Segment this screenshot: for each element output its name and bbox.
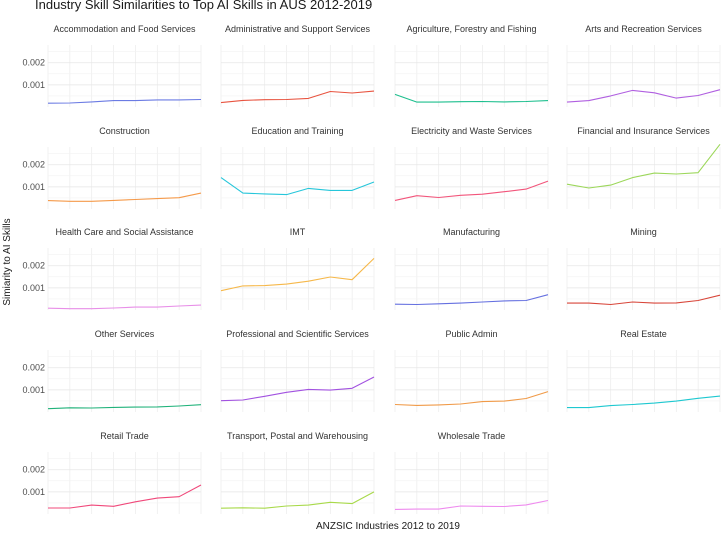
facet-title: Retail Trade bbox=[100, 431, 149, 441]
x-axis-label: ANZSIC Industries 2012 to 2019 bbox=[316, 521, 460, 532]
series-line bbox=[566, 143, 721, 189]
facet-panel: IMT bbox=[220, 227, 375, 310]
series-line bbox=[394, 499, 549, 510]
facet-title: Professional and Scientific Services bbox=[226, 329, 369, 339]
facet-panel: Real Estate bbox=[566, 329, 721, 412]
facet-panel: Education and Training bbox=[220, 126, 375, 209]
facet-panel: Wholesale Trade bbox=[394, 431, 549, 514]
facet-title: Electricity and Waste Services bbox=[411, 126, 532, 136]
y-tick-label: 0.002 bbox=[22, 465, 45, 475]
facet-title: Real Estate bbox=[620, 329, 667, 339]
facet-title: Other Services bbox=[95, 329, 155, 339]
y-tick-label: 0.002 bbox=[22, 160, 45, 170]
facet-title: Wholesale Trade bbox=[438, 431, 506, 441]
series-line bbox=[394, 93, 549, 103]
facet-title: IMT bbox=[290, 227, 306, 237]
series-line bbox=[47, 192, 202, 202]
facet-panel: Public Admin bbox=[394, 329, 549, 412]
series-line bbox=[394, 391, 549, 406]
facet-title: Administrative and Support Services bbox=[225, 24, 371, 34]
facet-title: Health Care and Social Assistance bbox=[55, 227, 193, 237]
facet-panel: Construction 0.001 0.002 bbox=[22, 126, 202, 209]
y-tick-label: 0.001 bbox=[22, 385, 45, 395]
facet-panel: Accommodation and Food Services 0.001 0.00… bbox=[22, 24, 202, 107]
facet-panel: Retail Trade 0.001 0.002 bbox=[22, 431, 202, 514]
y-axis-label: Simiarity to AI Skills bbox=[2, 218, 13, 305]
series-line bbox=[47, 404, 202, 410]
series-line bbox=[220, 258, 375, 292]
y-tick-label: 0.001 bbox=[22, 182, 45, 192]
y-tick-label: 0.002 bbox=[22, 58, 45, 68]
facet-panel: Administrative and Support Services bbox=[220, 24, 375, 107]
facet-title: Transport, Postal and Warehousing bbox=[227, 431, 368, 441]
y-tick-label: 0.001 bbox=[22, 487, 45, 497]
facet-title: Education and Training bbox=[251, 126, 343, 136]
facet-title: Financial and Insurance Services bbox=[577, 126, 710, 136]
facet-panel: Financial and Insurance Services bbox=[566, 126, 721, 209]
facet-panel: Agriculture, Forestry and Fishing bbox=[394, 24, 549, 107]
chart-title: Industry Skill Similarities to Top AI Sk… bbox=[35, 0, 372, 12]
y-tick-label: 0.001 bbox=[22, 283, 45, 293]
series-line bbox=[220, 90, 375, 104]
facet-panel: Mining bbox=[566, 227, 721, 310]
facet-panel: Health Care and Social Assistance 0.001 0.… bbox=[22, 227, 202, 310]
facet-panels: Accommodation and Food Services 0.001 0.00… bbox=[22, 24, 721, 514]
facet-panel: Arts and Recreation Services bbox=[566, 24, 721, 107]
series-line bbox=[566, 89, 721, 103]
series-line bbox=[47, 304, 202, 310]
series-line bbox=[567, 395, 721, 409]
facet-panel: Other Services 0.001 0.002 bbox=[22, 329, 202, 412]
facet-panel: Transport, Postal and Warehousing bbox=[220, 431, 375, 514]
facet-title: Mining bbox=[630, 227, 657, 237]
series-line bbox=[220, 376, 375, 402]
facet-title: Manufacturing bbox=[443, 227, 500, 237]
series-line bbox=[394, 294, 549, 306]
facet-title: Construction bbox=[99, 126, 150, 136]
facet-title: Agriculture, Forestry and Fishing bbox=[406, 24, 536, 34]
facet-panel: Professional and Scientific Services bbox=[220, 329, 375, 412]
series-line bbox=[220, 177, 375, 196]
y-tick-label: 0.002 bbox=[22, 261, 45, 271]
series-line bbox=[47, 98, 202, 104]
facet-title: Accommodation and Food Services bbox=[53, 24, 196, 34]
series-line bbox=[567, 294, 721, 306]
series-line bbox=[220, 491, 375, 509]
facet-title: Arts and Recreation Services bbox=[585, 24, 702, 34]
y-tick-label: 0.002 bbox=[22, 363, 45, 373]
y-tick-label: 0.001 bbox=[22, 80, 45, 90]
series-line bbox=[48, 484, 202, 509]
series-line bbox=[394, 180, 549, 201]
facet-panel: Electricity and Waste Services bbox=[394, 126, 549, 209]
facet-title: Public Admin bbox=[445, 329, 497, 339]
facet-panel: Manufacturing bbox=[394, 227, 549, 310]
